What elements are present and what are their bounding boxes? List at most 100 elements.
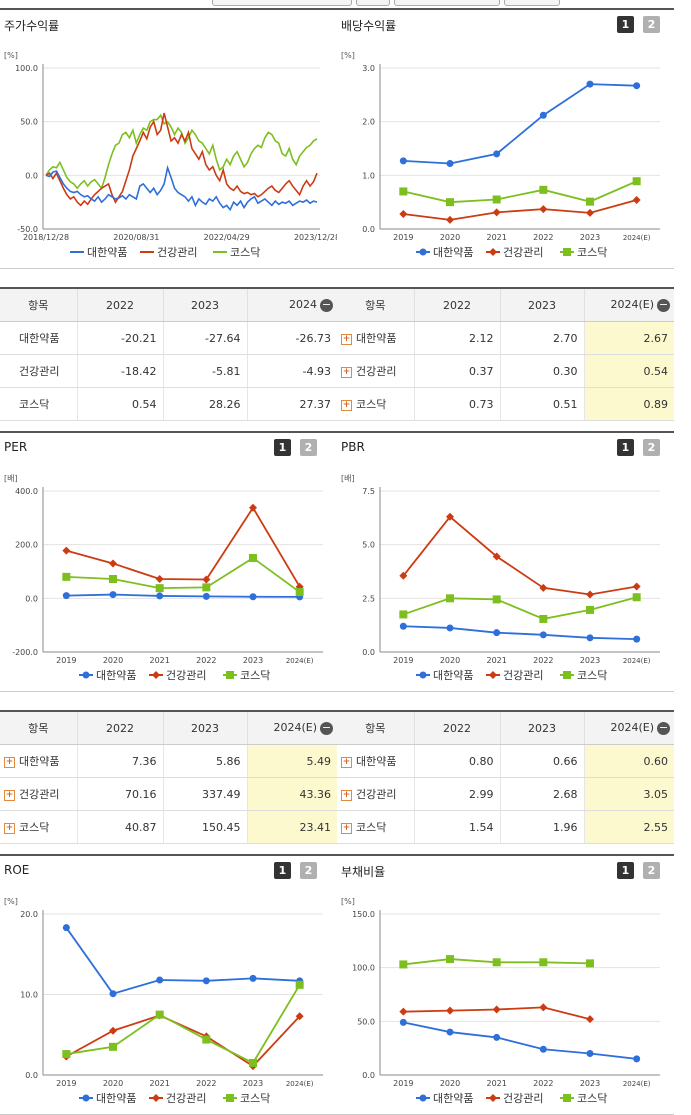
view-1-button[interactable]: 1 <box>274 862 291 879</box>
column-header-label: 2022 <box>106 298 134 312</box>
y-tick-label: 2.5 <box>362 594 375 603</box>
y-unit-label: [%] <box>4 51 18 60</box>
column-header-label: 항목 <box>28 722 49 735</box>
value-cell: 0.73 <box>414 387 501 421</box>
expand-icon[interactable]: + <box>341 399 352 411</box>
data-point <box>226 671 234 679</box>
view-2-button[interactable]: 2 <box>643 439 660 456</box>
x-tick-label: 2020 <box>103 1079 123 1088</box>
row-name: 대한약품 <box>19 755 60 768</box>
x-tick-label: 2019 <box>393 1079 413 1088</box>
toolbar-field[interactable] <box>212 0 352 6</box>
value-cell: 2.67 <box>584 321 674 355</box>
row-name-cell[interactable]: + 코스닥 <box>337 387 415 421</box>
data-point <box>563 671 571 679</box>
expand-icon[interactable]: + <box>341 756 352 768</box>
data-point <box>446 1028 454 1036</box>
column-header-label: 항목 <box>28 299 49 312</box>
x-tick-label: 2023 <box>243 1079 263 1088</box>
view-1-button[interactable]: 1 <box>617 16 634 33</box>
row-name: 코스닥 <box>356 398 387 411</box>
roe-panel: ROE 1 2 [%] 20.0 10.0 0.0 2019 2020 2021 2022 20… <box>0 854 337 1115</box>
data-point <box>399 610 408 619</box>
toolbar-button[interactable] <box>504 0 560 6</box>
dividend-yield-chart: [%] 3.0 2.0 1.0 0.0 2019 2020 2021 2022 2023 2024(… <box>341 51 660 259</box>
toolbar-button[interactable] <box>356 0 390 6</box>
expand-icon[interactable]: + <box>341 789 352 801</box>
collapse-icon[interactable]: − <box>657 720 670 735</box>
column-header-label: 2024(E) <box>610 298 654 312</box>
data-point <box>539 1003 548 1012</box>
data-point <box>109 1042 117 1051</box>
y-tick-label: 2.0 <box>362 118 375 127</box>
data-point <box>109 575 117 584</box>
collapse-icon[interactable]: − <box>320 297 333 312</box>
x-tick-label: 2023/12/28 <box>294 233 337 242</box>
view-1-button[interactable]: 1 <box>274 439 291 456</box>
dividend-yield-table: 항목 2022 2023 2024(E) − + 대한약품 2.12 2.70 2.67 + 건강관리… <box>337 287 674 421</box>
value-cell: 3.05 <box>584 777 674 811</box>
x-tick-label: 2024(E) <box>286 657 314 665</box>
series-line-0 <box>403 1021 637 1060</box>
expand-icon[interactable]: + <box>341 366 352 378</box>
legend-label: 코스닥 <box>240 669 270 682</box>
data-point <box>586 197 594 206</box>
x-tick-label: 2021 <box>486 233 506 242</box>
data-point <box>492 195 501 204</box>
legend-label: 대한약품 <box>96 668 136 682</box>
data-point <box>446 1006 454 1015</box>
data-point <box>492 1005 501 1014</box>
value-cell: 0.30 <box>500 354 585 388</box>
y-unit-label: [배] <box>4 474 18 483</box>
y-tick-label: 50.0 <box>357 1017 375 1026</box>
data-point <box>202 575 211 584</box>
row-name-cell[interactable]: + 건강관리 <box>0 777 78 811</box>
view-2-button[interactable]: 2 <box>643 862 660 879</box>
row-name-cell[interactable]: + 건강관리 <box>337 777 415 811</box>
row-name-cell[interactable]: + 대한약품 <box>337 744 415 778</box>
data-point <box>156 592 164 600</box>
table-row: 코스닥 0.54 28.26 27.37 <box>0 387 337 421</box>
row-name-cell[interactable]: + 대한약품 <box>337 321 415 355</box>
row-name-cell[interactable]: + 코스닥 <box>0 810 78 844</box>
toolbar-button[interactable] <box>394 0 500 6</box>
series-line-1 <box>65 1014 301 1068</box>
legend-label: 대한약품 <box>433 1091 473 1105</box>
data-point <box>295 1012 304 1021</box>
value-cell: 2.12 <box>414 321 501 355</box>
row-name: 대한약품 <box>19 332 60 345</box>
row-name-cell[interactable]: + 코스닥 <box>337 810 415 844</box>
x-tick-label: 2024(E) <box>286 1080 314 1088</box>
row-name-cell[interactable]: + 대한약품 <box>0 744 78 778</box>
value-cell: 2.55 <box>584 810 674 844</box>
column-header: 2024(E) − <box>584 712 674 745</box>
collapse-icon[interactable]: − <box>320 720 333 735</box>
row-name-cell[interactable]: + 건강관리 <box>337 354 415 388</box>
data-point <box>155 584 164 593</box>
x-tick-label: 2020 <box>103 656 123 665</box>
value-cell: 43.36 <box>247 777 337 811</box>
expand-icon[interactable]: + <box>4 822 15 834</box>
view-2-button[interactable]: 2 <box>300 862 317 879</box>
data-point <box>399 1018 407 1026</box>
column-header-label: 항목 <box>365 722 386 735</box>
view-1-button[interactable]: 1 <box>617 439 634 456</box>
collapse-icon[interactable]: − <box>657 297 670 312</box>
data-point <box>632 582 641 591</box>
y-tick-label: 5.0 <box>362 541 375 550</box>
data-point <box>399 622 407 630</box>
series-line-1 <box>402 515 637 596</box>
expand-icon[interactable]: + <box>341 333 352 345</box>
expand-icon[interactable]: + <box>341 822 352 834</box>
view-1-button[interactable]: 1 <box>617 862 634 879</box>
expand-icon[interactable]: + <box>4 789 15 801</box>
data-point <box>489 1094 497 1102</box>
column-header: 2024− <box>247 289 337 322</box>
y-tick-label: 1.0 <box>362 171 375 180</box>
view-2-button[interactable]: 2 <box>300 439 317 456</box>
column-header-label: 2023 <box>191 721 219 735</box>
view-2-button[interactable]: 2 <box>643 16 660 33</box>
table-row: + 건강관리 70.16 337.49 43.36 <box>0 777 337 811</box>
data-point <box>399 209 408 218</box>
expand-icon[interactable]: + <box>4 756 15 768</box>
